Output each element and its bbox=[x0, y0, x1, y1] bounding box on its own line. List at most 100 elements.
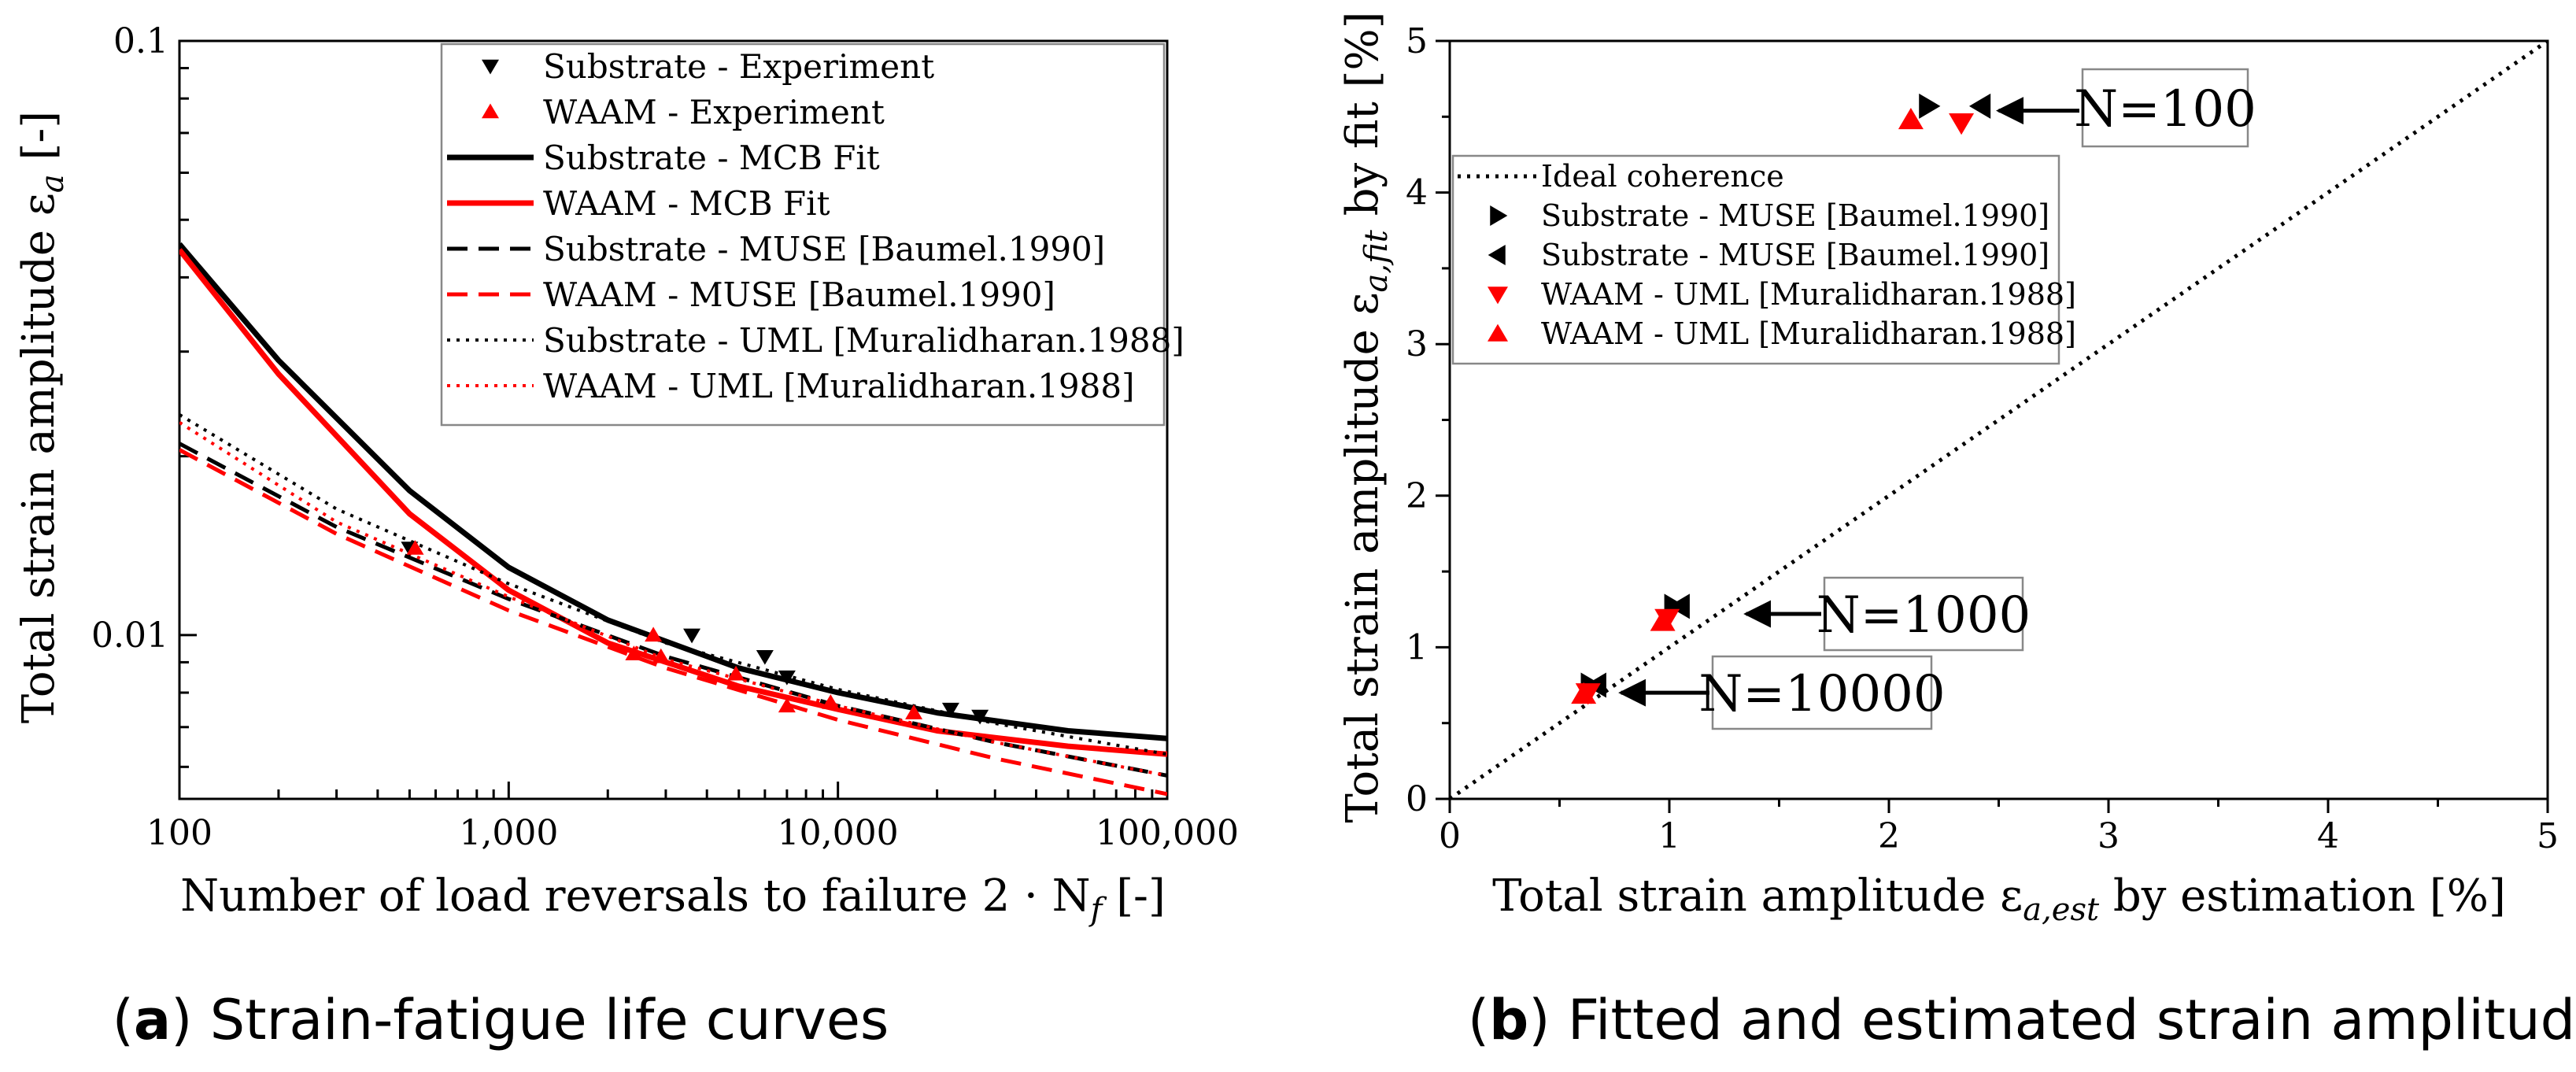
legend-item-waam-uml-muralidharan-1988: WAAM - UML [Muralidharan.1988] bbox=[1488, 277, 2076, 312]
panel-a-x-axis-label: Number of load reversals to failure 2 · … bbox=[180, 871, 1166, 928]
y-tick-label: 5 bbox=[1406, 21, 1428, 61]
legend-swatch bbox=[1488, 245, 1506, 265]
data-point-waam-experiment bbox=[406, 540, 424, 555]
y-tick-label: 2 bbox=[1406, 476, 1428, 516]
annotation-box bbox=[1823, 576, 2024, 652]
data-point-substrate-experiment bbox=[683, 628, 701, 644]
series-line-substrate-mcb-fit bbox=[179, 242, 1167, 741]
legend-swatch bbox=[482, 59, 499, 75]
y-tick-label: 0.1 bbox=[113, 21, 168, 61]
x-tick-label: 4 bbox=[2317, 816, 2339, 856]
legend-label: Ideal coherence bbox=[1541, 159, 1784, 194]
legend-label: WAAM - UML [Muralidharan.1988] bbox=[1541, 316, 2076, 351]
y-tick-label: 0.01 bbox=[91, 615, 168, 656]
series-line-waam-mcb-fit bbox=[179, 248, 1167, 757]
panel-b-caption: (b) Fitted and estimated strain amplitud… bbox=[1468, 988, 2576, 1052]
panel-b-y-axis-label: Total strain amplitude εa,fit by fit [%] bbox=[1337, 11, 1395, 822]
series-line-ideal-coherence bbox=[1450, 41, 2548, 799]
panel-a-ticks bbox=[178, 39, 1169, 799]
legend-swatch bbox=[1488, 323, 1508, 342]
panel-a-caption: (a) Strain-fatigue life curves bbox=[113, 988, 889, 1052]
legend-swatch bbox=[1488, 286, 1508, 305]
legend-label: WAAM - MCB Fit bbox=[543, 184, 830, 223]
legend-item-substrate-muse-baumel-1990: Substrate - MUSE [Baumel.1990] bbox=[447, 230, 1105, 268]
legend-item-substrate-experiment: Substrate - Experiment bbox=[482, 47, 934, 86]
x-tick-label: 10,000 bbox=[778, 813, 899, 853]
panel-b-annotations: N=100 N=1000 N=10000 bbox=[1618, 68, 2256, 730]
legend-item-waam-mcb-fit: WAAM - MCB Fit bbox=[447, 184, 830, 223]
legend-item-substrate-muse-baumel-1990: Substrate - MUSE [Baumel.1990] bbox=[1488, 238, 2049, 272]
y-tick-label: 0 bbox=[1406, 779, 1428, 819]
x-tick-label: 100,000 bbox=[1096, 813, 1239, 853]
series-line-substrate-uml-muralidharan-1988 bbox=[179, 413, 1167, 756]
annotation-label: N=1000 bbox=[1817, 586, 2031, 645]
data-point-waam-experiment bbox=[778, 697, 796, 713]
x-tick-label: 2 bbox=[1878, 816, 1900, 856]
panel-a-y-axis-label: Total strain amplitude εa [-] bbox=[13, 111, 71, 723]
panel-b-x-axis-label: Total strain amplitude εa,est by estimat… bbox=[1492, 871, 2506, 928]
data-point-waam-experiment bbox=[822, 694, 840, 709]
legend-item-waam-muse-baumel-1990: WAAM - MUSE [Baumel.1990] bbox=[447, 275, 1055, 314]
legend-label: Substrate - MUSE [Baumel.1990] bbox=[1541, 238, 2049, 272]
panel-a-curves bbox=[179, 242, 1167, 797]
data-point-waam-experiment bbox=[652, 648, 670, 664]
panel-a-legend: Substrate - Experiment WAAM - Experiment S… bbox=[440, 43, 1185, 427]
y-tick-label: 3 bbox=[1406, 324, 1428, 364]
annotation-n-100: N=100 bbox=[1996, 68, 2256, 148]
legend-label: WAAM - Experiment bbox=[543, 93, 885, 131]
x-tick-label: 3 bbox=[2097, 816, 2120, 856]
annotation-label: N=10000 bbox=[1698, 665, 1945, 723]
panel-b-markers bbox=[1571, 93, 1991, 705]
data-point-waam-uml-muralidharan-1988-triangle-up bbox=[1571, 682, 1597, 704]
y-tick-label: 4 bbox=[1406, 173, 1428, 213]
legend-swatch bbox=[1490, 205, 1508, 226]
data-point-substrate-muse-baumel-1990-triangle-left bbox=[1968, 93, 1991, 119]
panel-a-markers bbox=[401, 540, 989, 725]
panel-b-ticks bbox=[1436, 39, 2549, 813]
data-point-waam-uml-muralidharan-1988-triangle-up bbox=[1898, 107, 1924, 130]
legend-item-substrate-muse-baumel-1990: Substrate - MUSE [Baumel.1990] bbox=[1490, 198, 2049, 233]
data-point-substrate-experiment bbox=[778, 670, 796, 686]
annotation-label: N=100 bbox=[2074, 80, 2256, 139]
data-point-waam-experiment bbox=[625, 645, 643, 660]
annotation-n-10000: N=10000 bbox=[1618, 655, 1946, 730]
panel-a-legend-box bbox=[440, 43, 1166, 427]
x-tick-label: 100 bbox=[146, 813, 213, 853]
data-point-waam-experiment bbox=[905, 704, 923, 719]
y-tick-label: 1 bbox=[1406, 627, 1428, 667]
panel-b-tick-labels: 0 1 2 3 4 5 0 1 2 3 4 5 bbox=[1406, 21, 2559, 856]
panel-b-legend: Ideal coherence Substrate - MUSE [Baumel.… bbox=[1451, 154, 2076, 365]
data-point-substrate-muse-baumel-1990-triangle-left bbox=[1668, 593, 1690, 619]
panel-a-plot-frame bbox=[178, 39, 1169, 800]
legend-label: Substrate - UML [Muralidharan.1988] bbox=[543, 321, 1185, 360]
data-point-substrate-experiment bbox=[941, 702, 959, 718]
data-point-waam-experiment bbox=[727, 665, 745, 681]
panel-b-legend-box bbox=[1451, 154, 2060, 365]
legend-label: WAAM - UML [Muralidharan.1988] bbox=[543, 367, 1134, 405]
legend-label: Substrate - MUSE [Baumel.1990] bbox=[1541, 198, 2049, 233]
legend-item-substrate-uml-muralidharan-1988: Substrate - UML [Muralidharan.1988] bbox=[447, 321, 1185, 360]
data-point-waam-uml-muralidharan-1988-triangle-up bbox=[1650, 609, 1676, 631]
x-tick-label: 1 bbox=[1658, 816, 1680, 856]
legend-item-ideal-coherence: Ideal coherence bbox=[1458, 159, 1784, 194]
data-point-waam-experiment bbox=[645, 627, 663, 642]
panel-b-fit-vs-estimate: 0 1 2 3 4 5 0 1 2 3 4 5 Total strain amplitude εa,e… bbox=[1337, 11, 2576, 1052]
panel-a-strain-life: 100 1,000 10,000 100,000 0.01 0.1 Number of l… bbox=[13, 21, 1239, 1052]
legend-label: WAAM - UML [Muralidharan.1988] bbox=[1541, 277, 2076, 312]
legend-item-waam-uml-muralidharan-1988: WAAM - UML [Muralidharan.1988] bbox=[447, 367, 1134, 405]
annotation-n-1000: N=1000 bbox=[1743, 576, 2031, 652]
legend-swatch bbox=[482, 103, 499, 119]
data-point-substrate-experiment bbox=[971, 709, 989, 725]
data-point-substrate-muse-baumel-1990-triangle-right bbox=[1919, 93, 1941, 119]
data-point-waam-uml-muralidharan-1988-triangle-down bbox=[1949, 113, 1975, 135]
x-tick-label: 5 bbox=[2537, 816, 2559, 856]
annotation-box bbox=[1711, 655, 1933, 730]
legend-label: Substrate - MUSE [Baumel.1990] bbox=[543, 230, 1105, 268]
data-point-substrate-experiment bbox=[756, 649, 774, 665]
legend-item-waam-experiment: WAAM - Experiment bbox=[482, 93, 885, 131]
panel-a-tick-labels: 100 1,000 10,000 100,000 0.01 0.1 bbox=[91, 21, 1239, 853]
legend-label: Substrate - MCB Fit bbox=[543, 139, 880, 177]
annotation-box bbox=[2081, 68, 2249, 148]
x-tick-label: 1,000 bbox=[459, 813, 558, 853]
